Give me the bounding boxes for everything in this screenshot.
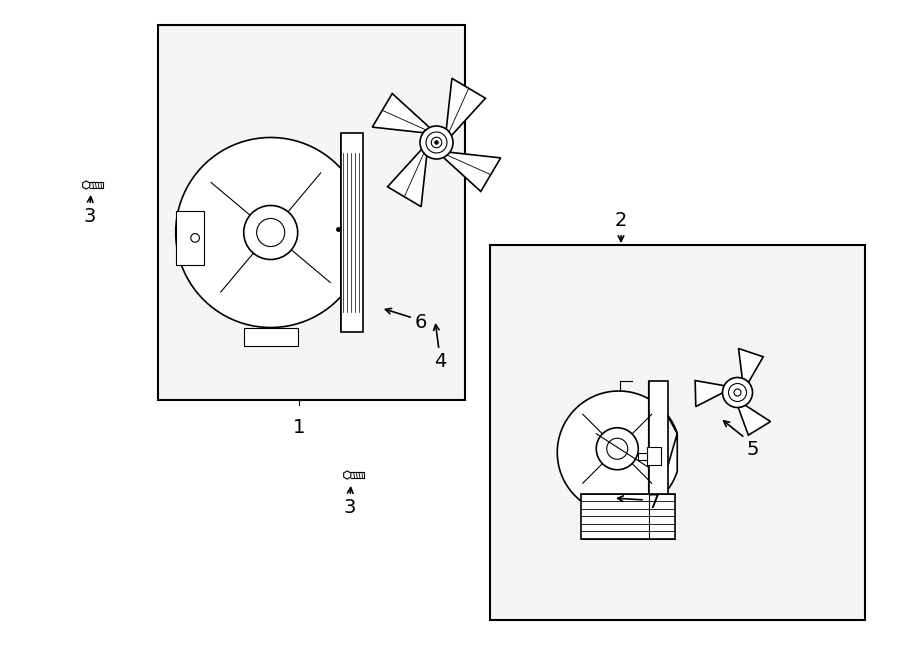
Text: 4: 4 xyxy=(434,352,446,371)
Bar xyxy=(490,245,865,620)
Circle shape xyxy=(431,137,442,148)
Circle shape xyxy=(728,383,746,401)
Polygon shape xyxy=(446,78,485,136)
Bar xyxy=(649,381,668,531)
Circle shape xyxy=(426,132,447,153)
Circle shape xyxy=(420,126,453,159)
Bar xyxy=(244,328,298,346)
Polygon shape xyxy=(738,405,770,435)
Polygon shape xyxy=(344,471,351,479)
Circle shape xyxy=(596,428,638,470)
Bar xyxy=(341,133,363,332)
Polygon shape xyxy=(739,348,763,382)
Text: 7: 7 xyxy=(647,494,660,512)
Bar xyxy=(647,447,661,465)
Polygon shape xyxy=(176,133,356,332)
Polygon shape xyxy=(176,211,203,265)
Polygon shape xyxy=(557,381,677,531)
Circle shape xyxy=(435,141,438,144)
Text: 1: 1 xyxy=(292,418,305,437)
Circle shape xyxy=(723,377,752,407)
Polygon shape xyxy=(373,94,429,133)
Text: 5: 5 xyxy=(746,440,759,459)
Polygon shape xyxy=(695,381,725,407)
Circle shape xyxy=(191,233,200,242)
Circle shape xyxy=(734,389,741,396)
Circle shape xyxy=(244,206,298,260)
Polygon shape xyxy=(444,152,500,192)
Text: 2: 2 xyxy=(615,211,627,230)
Bar xyxy=(158,25,465,400)
Text: 3: 3 xyxy=(84,207,96,226)
Circle shape xyxy=(607,438,628,459)
Polygon shape xyxy=(83,181,90,189)
Text: 3: 3 xyxy=(344,498,356,517)
Circle shape xyxy=(256,218,284,247)
Bar xyxy=(638,453,647,460)
Polygon shape xyxy=(388,149,427,207)
Bar xyxy=(581,494,675,539)
Text: 6: 6 xyxy=(415,313,428,332)
